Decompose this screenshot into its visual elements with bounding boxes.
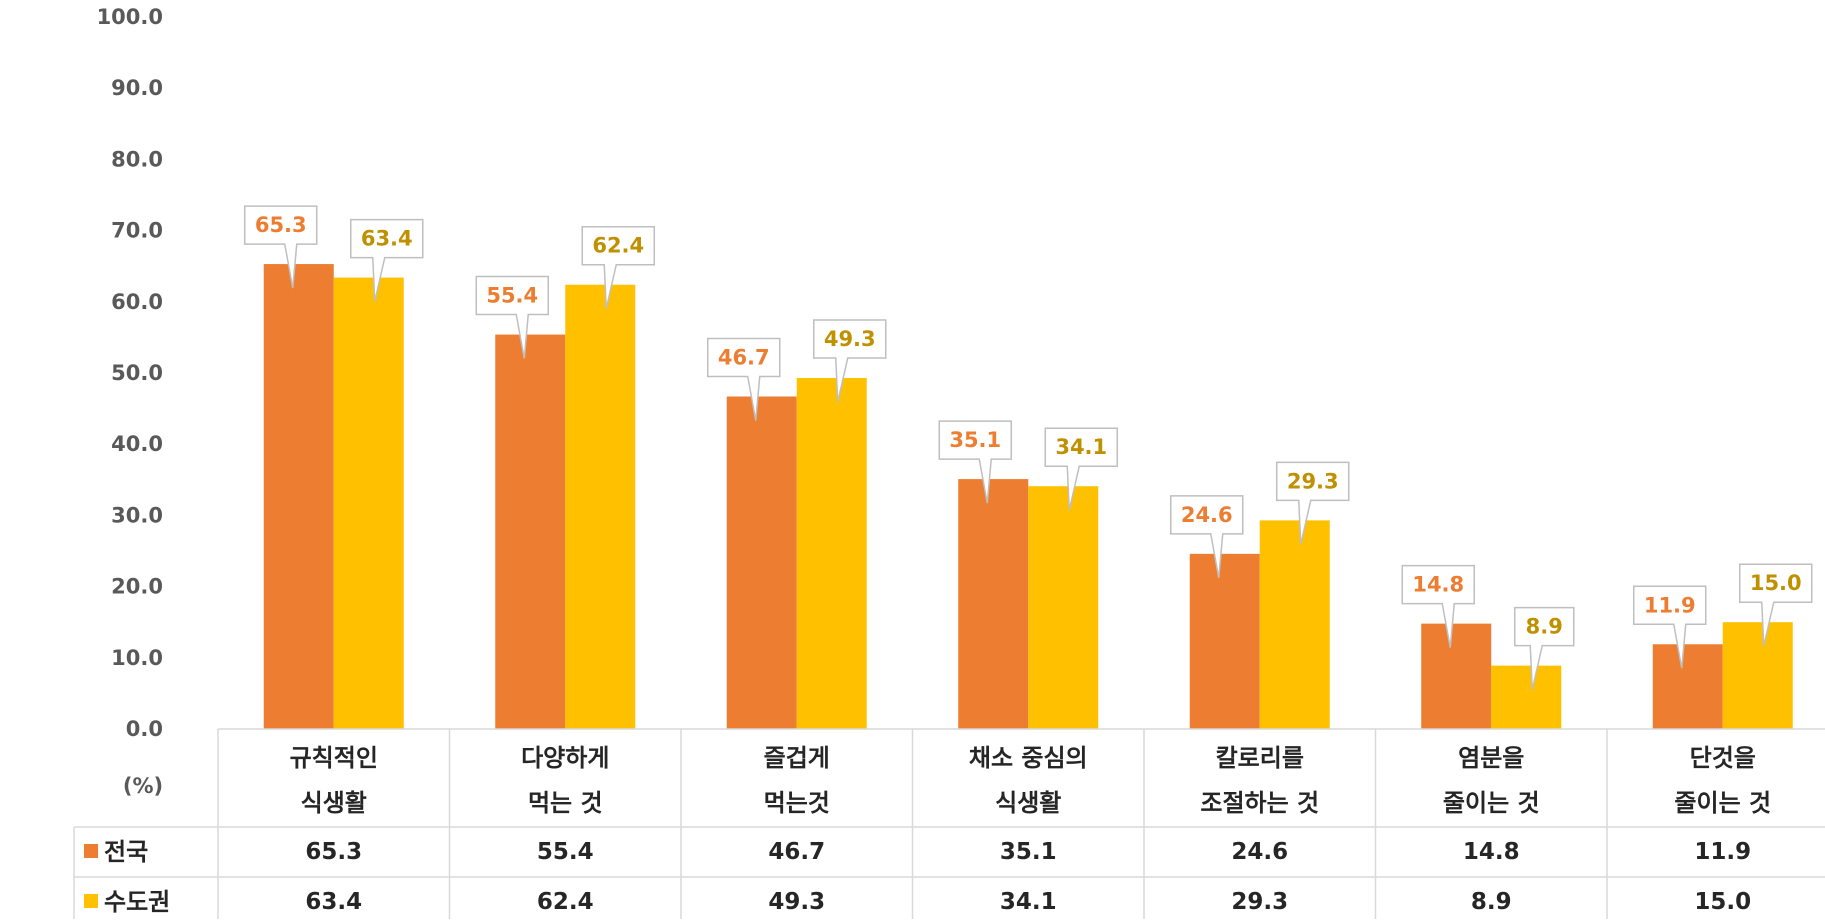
y-tick-label: 0.0 bbox=[126, 717, 163, 741]
category-label: 먹는것 bbox=[764, 789, 830, 817]
table-cell: 49.3 bbox=[768, 889, 825, 915]
data-label-callout bbox=[1401, 564, 1475, 648]
data-label: 63.4 bbox=[361, 227, 413, 251]
y-tick-label: 50.0 bbox=[111, 361, 163, 385]
bar-nationwide bbox=[495, 334, 566, 729]
data-label: 15.0 bbox=[1750, 571, 1802, 595]
data-label-callout bbox=[1514, 606, 1575, 690]
data-label: 14.8 bbox=[1412, 573, 1464, 597]
bar-nationwide bbox=[1189, 553, 1260, 729]
table-cell: 35.1 bbox=[1000, 839, 1057, 865]
y-unit-label: (%) bbox=[123, 774, 163, 798]
data-label: 34.1 bbox=[1055, 435, 1107, 459]
table-cell: 24.6 bbox=[1231, 839, 1288, 865]
bar-capital bbox=[333, 277, 404, 729]
category-label: 식생활 bbox=[995, 789, 1061, 817]
data-label: 11.9 bbox=[1644, 593, 1696, 617]
bar-capital bbox=[1722, 622, 1793, 729]
data-label: 8.9 bbox=[1526, 615, 1563, 639]
table-cell: 15.0 bbox=[1694, 889, 1751, 915]
data-label-callout bbox=[1739, 563, 1813, 647]
data-label-callout bbox=[244, 205, 318, 289]
bar-capital bbox=[565, 284, 636, 729]
data-label: 62.4 bbox=[592, 234, 644, 258]
y-tick-label: 20.0 bbox=[111, 575, 163, 599]
data-label-callout bbox=[938, 420, 1012, 504]
y-tick-label: 40.0 bbox=[111, 432, 163, 456]
data-label: 65.3 bbox=[255, 213, 307, 237]
legend-key bbox=[84, 894, 98, 908]
data-label-callout bbox=[813, 319, 887, 403]
bar-nationwide bbox=[726, 396, 797, 729]
table-cell: 63.4 bbox=[305, 889, 362, 915]
table-cell: 14.8 bbox=[1463, 839, 1520, 865]
category-label: 채소 중심의 bbox=[969, 744, 1088, 772]
table-cell: 55.4 bbox=[537, 839, 594, 865]
category-label: 즐겁게 bbox=[764, 744, 830, 772]
data-label-callout bbox=[1633, 585, 1707, 669]
data-label-callout bbox=[1276, 461, 1350, 545]
category-label: 규칙적인 bbox=[290, 744, 378, 772]
table-cell: 34.1 bbox=[1000, 889, 1057, 915]
data-label: 46.7 bbox=[718, 345, 770, 369]
table-cell: 46.7 bbox=[768, 839, 825, 865]
category-label: 염분을 bbox=[1458, 744, 1524, 772]
category-label: 단것을 bbox=[1690, 744, 1756, 772]
y-tick-label: 10.0 bbox=[111, 646, 163, 670]
data-label: 35.1 bbox=[949, 428, 1001, 452]
data-label: 24.6 bbox=[1181, 503, 1233, 527]
y-tick-label: 70.0 bbox=[111, 219, 163, 243]
table-cell: 62.4 bbox=[537, 889, 594, 915]
bar-capital bbox=[1259, 520, 1330, 729]
category-label: 줄이는 것 bbox=[1443, 789, 1540, 817]
category-label: 먹는 것 bbox=[528, 789, 603, 817]
y-tick-label: 80.0 bbox=[111, 147, 163, 171]
y-tick-label: 60.0 bbox=[111, 290, 163, 314]
legend-label: 전국 bbox=[104, 838, 148, 866]
category-label: 줄이는 것 bbox=[1674, 789, 1771, 817]
bar-nationwide bbox=[1421, 623, 1492, 729]
category-label: 다양하게 bbox=[521, 744, 609, 772]
data-label-callout bbox=[1044, 427, 1118, 511]
data-label-callout bbox=[707, 337, 781, 421]
bar-nationwide bbox=[263, 264, 334, 729]
y-tick-label: 100.0 bbox=[97, 5, 163, 29]
category-label: 식생활 bbox=[301, 789, 367, 817]
y-tick-label: 90.0 bbox=[111, 76, 163, 100]
data-label-callout bbox=[1170, 495, 1244, 578]
bar-capital bbox=[1491, 665, 1562, 729]
category-label: 조절하는 것 bbox=[1200, 789, 1319, 817]
data-label-callout bbox=[581, 225, 655, 309]
legend-key bbox=[84, 844, 98, 858]
category-label: 칼로리를 bbox=[1216, 744, 1304, 772]
data-label-callout bbox=[350, 218, 424, 302]
data-label: 55.4 bbox=[486, 284, 538, 308]
legend-label: 수도권 bbox=[104, 888, 170, 916]
data-label: 49.3 bbox=[824, 327, 876, 351]
y-tick-label: 30.0 bbox=[111, 503, 163, 527]
bar-nationwide bbox=[1652, 644, 1723, 729]
bar-capital bbox=[796, 377, 867, 729]
data-label: 29.3 bbox=[1287, 469, 1339, 493]
bar-capital bbox=[1028, 486, 1099, 729]
table-cell: 29.3 bbox=[1231, 889, 1288, 915]
data-label-callout bbox=[475, 275, 549, 359]
table-cell: 65.3 bbox=[305, 839, 362, 865]
table-cell: 8.9 bbox=[1471, 889, 1512, 915]
bar-nationwide bbox=[958, 479, 1029, 729]
table-cell: 11.9 bbox=[1694, 839, 1751, 865]
